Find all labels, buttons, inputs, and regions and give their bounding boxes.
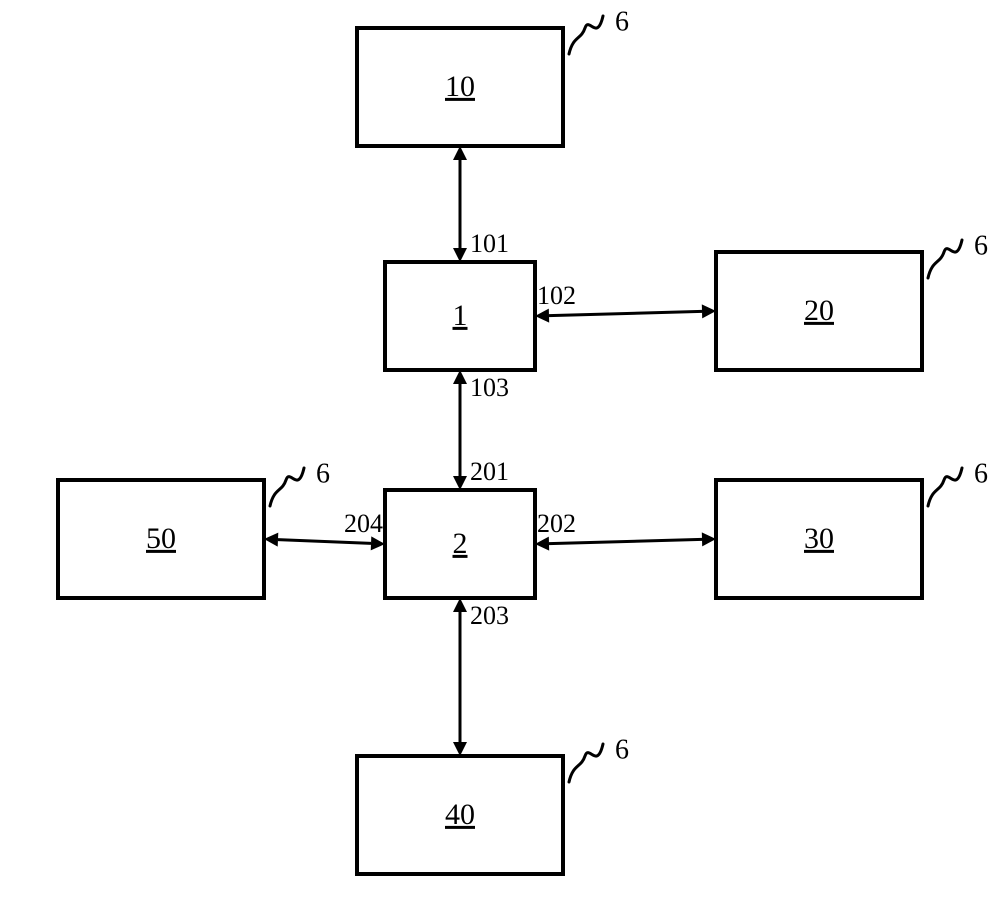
block-label: 1 <box>453 299 468 332</box>
edge-label: 203 <box>470 601 509 630</box>
callout: 6 <box>270 458 330 506</box>
callout-label: 6 <box>615 734 629 765</box>
edge: 101 <box>453 146 509 262</box>
callout-label: 6 <box>974 230 988 261</box>
block-40: 40 <box>357 756 563 874</box>
edge-label: 204 <box>344 509 383 538</box>
callout-label: 6 <box>974 458 988 489</box>
edge-label: 101 <box>470 229 509 258</box>
block-1: 1 <box>385 262 535 370</box>
block-label: 50 <box>146 522 176 555</box>
callout: 6 <box>569 734 629 782</box>
block-10: 10 <box>357 28 563 146</box>
edge: 103 201 <box>453 370 509 490</box>
block-label: 30 <box>804 522 834 555</box>
callout-label: 6 <box>316 458 330 489</box>
callout-label: 6 <box>615 6 629 37</box>
block-50: 50 <box>58 480 264 598</box>
edge: 203 <box>453 598 509 756</box>
edge: 102 <box>535 281 716 323</box>
block-label: 10 <box>445 70 475 103</box>
edge: 202 <box>535 509 716 551</box>
block-label: 20 <box>804 294 834 327</box>
callout: 6 <box>928 458 988 506</box>
callout: 6 <box>928 230 988 278</box>
callout: 6 <box>569 6 629 54</box>
block-20: 20 <box>716 252 922 370</box>
edge-label: 102 <box>537 281 576 310</box>
edge: 204 <box>264 509 385 550</box>
block-2: 2 <box>385 490 535 598</box>
edge-label: 202 <box>537 509 576 538</box>
block-label: 40 <box>445 798 475 831</box>
edge-label: 201 <box>470 457 509 486</box>
block-label: 2 <box>453 527 468 560</box>
edge-label: 103 <box>470 373 509 402</box>
block-30: 30 <box>716 480 922 598</box>
